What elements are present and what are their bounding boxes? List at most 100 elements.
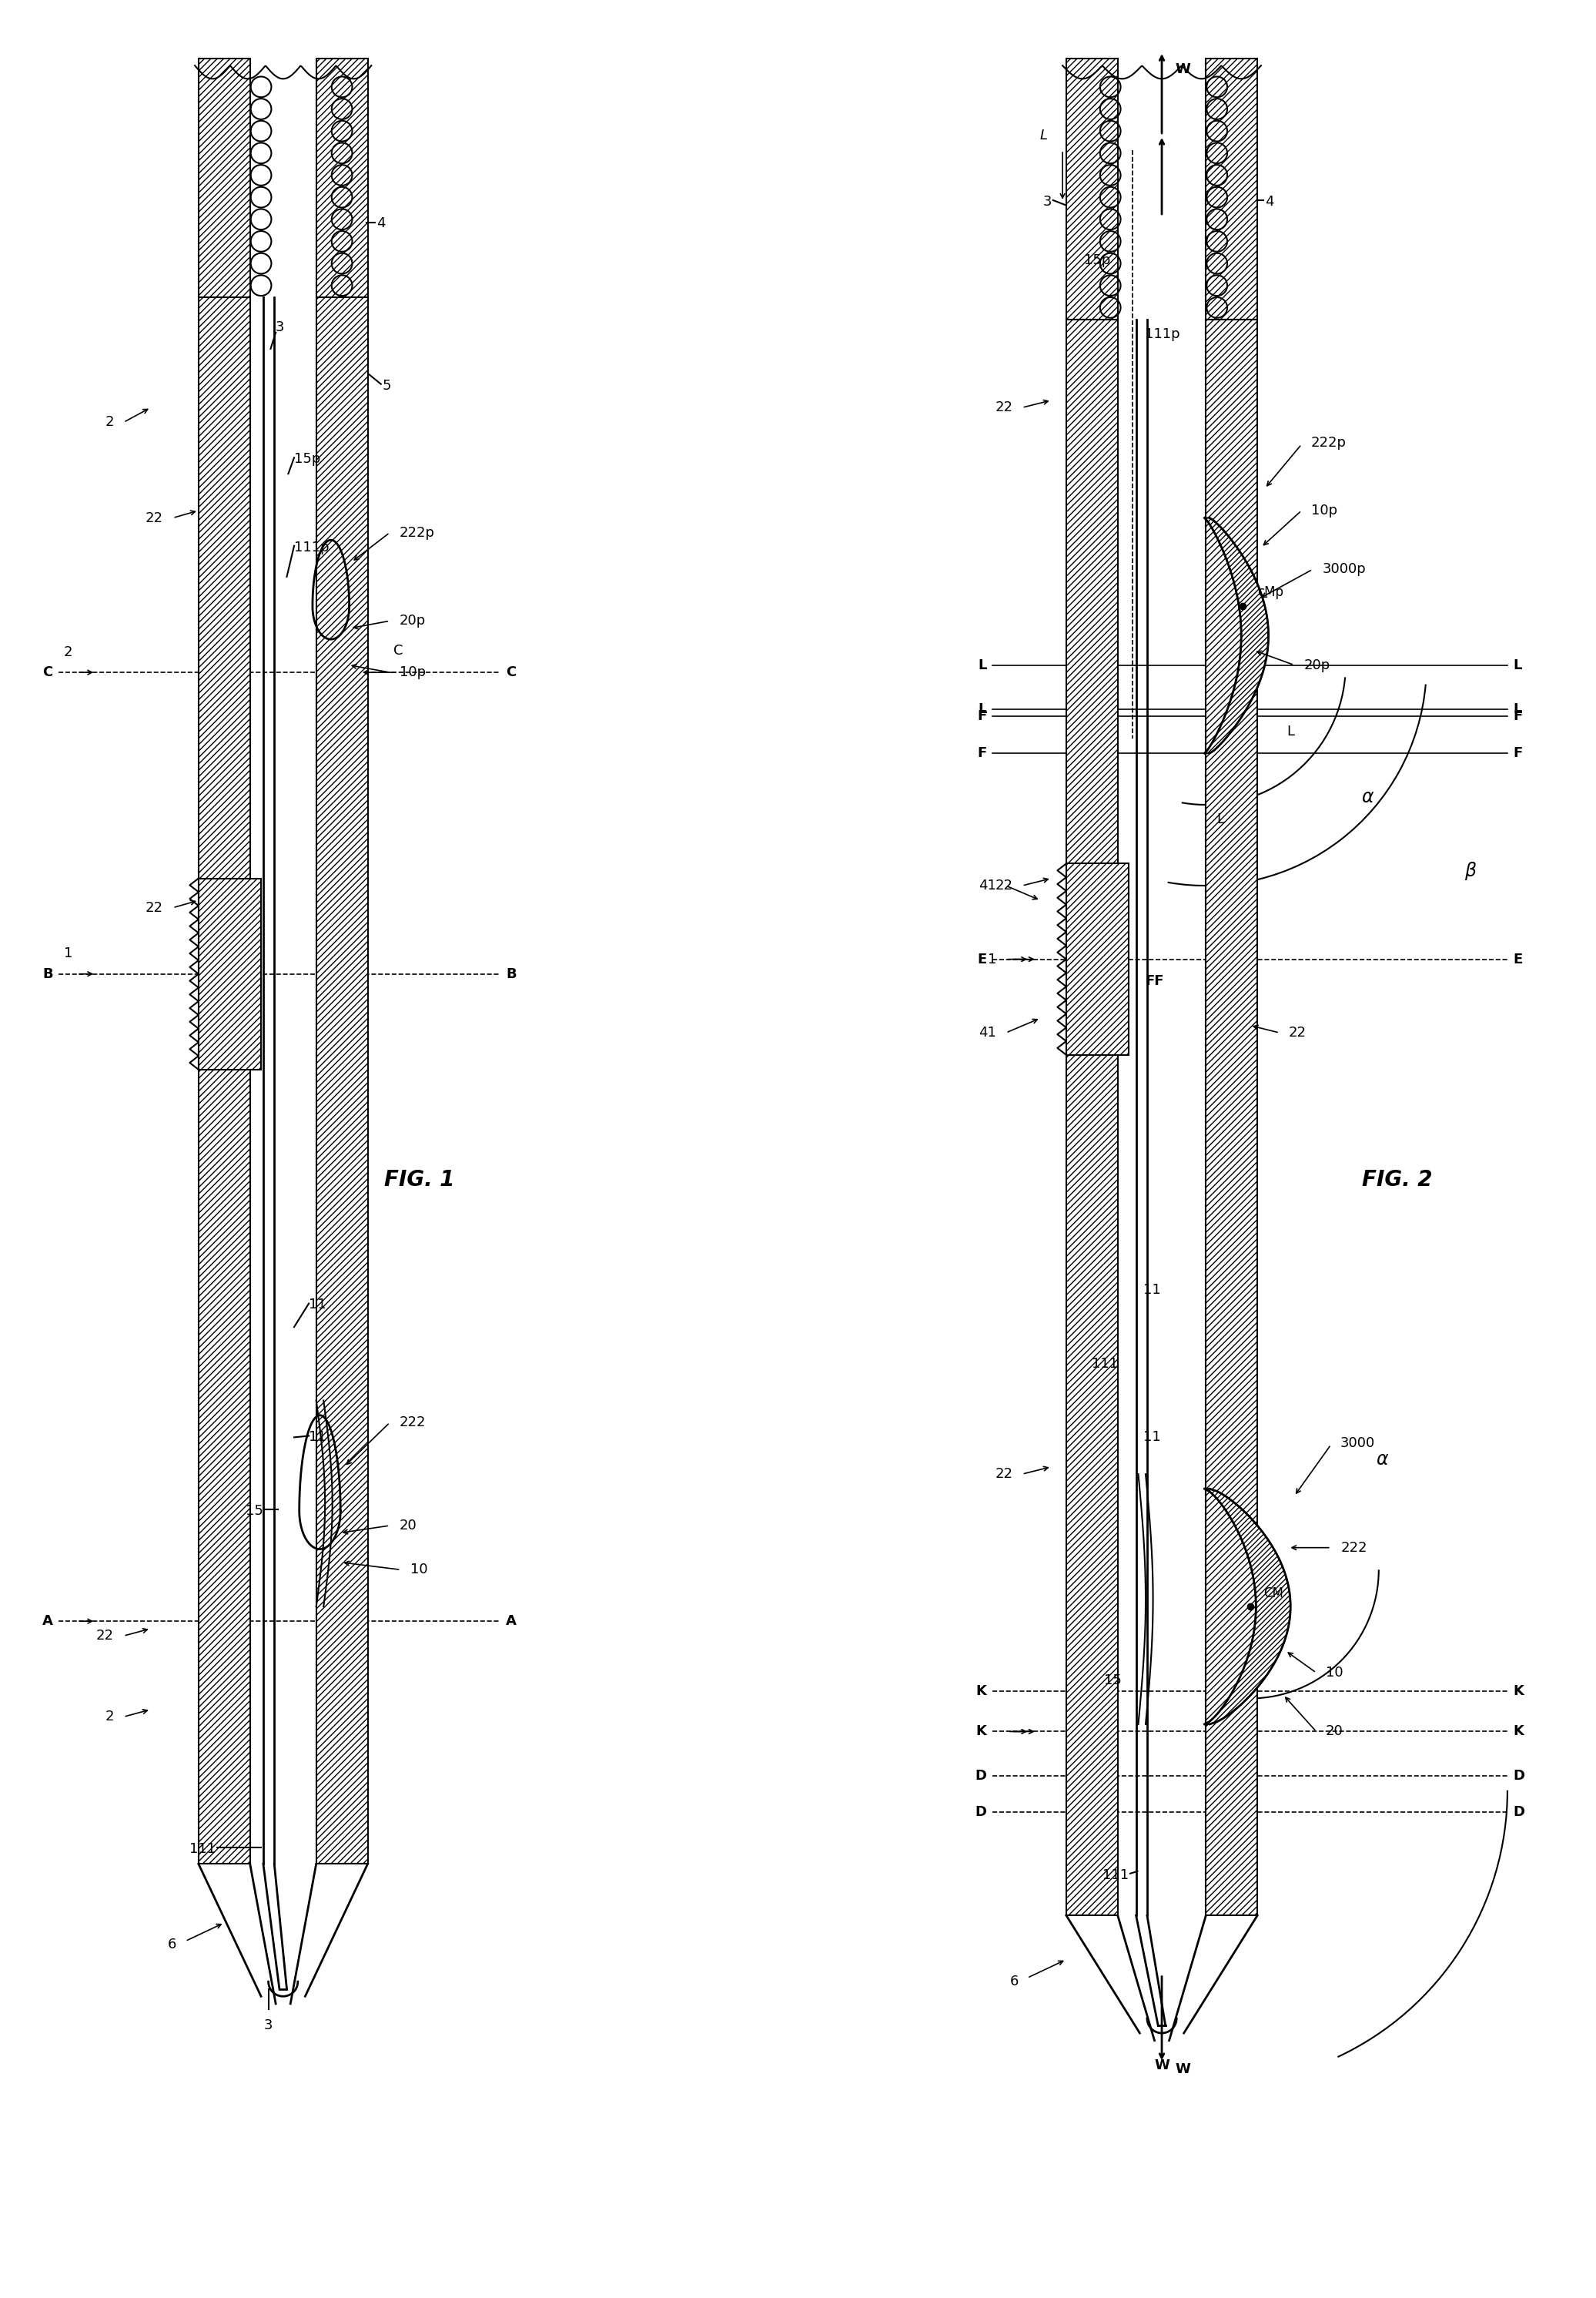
Text: A: A (41, 1613, 53, 1629)
Text: 15p: 15p (1084, 253, 1111, 267)
Text: 20: 20 (399, 1519, 417, 1533)
Text: 111p: 111p (294, 540, 329, 554)
Text: 22: 22 (96, 1629, 113, 1643)
Text: C: C (506, 666, 516, 680)
Text: 1: 1 (64, 947, 73, 961)
Text: 10: 10 (410, 1563, 428, 1576)
Text: 3000p: 3000p (1321, 563, 1366, 577)
Text: 3: 3 (263, 2018, 273, 2031)
Text: K: K (977, 1684, 986, 1698)
Text: CM: CM (1264, 1586, 1283, 1602)
Text: L: L (978, 703, 986, 717)
Text: 1: 1 (988, 951, 996, 965)
Text: K: K (977, 1724, 986, 1740)
Bar (198, 57, 251, 296)
Text: 41: 41 (978, 1025, 996, 1039)
Text: 6: 6 (168, 1937, 177, 1951)
Text: 10p: 10p (399, 666, 426, 680)
Polygon shape (1205, 517, 1269, 754)
Text: L: L (1513, 657, 1523, 671)
Bar (1207, 57, 1258, 319)
Text: $\alpha$: $\alpha$ (1361, 788, 1374, 807)
Bar (316, 296, 367, 1864)
Text: L: L (1513, 703, 1523, 717)
Text: 20: 20 (1326, 1724, 1344, 1740)
Text: E: E (977, 951, 986, 965)
Text: D: D (1513, 1769, 1524, 1783)
Text: 4: 4 (1264, 195, 1274, 209)
Text: 2: 2 (105, 1710, 113, 1724)
Text: F: F (977, 747, 986, 761)
Text: 222p: 222p (399, 526, 434, 540)
Bar (1207, 319, 1258, 1917)
Text: B: B (506, 967, 517, 981)
Text: 22: 22 (145, 510, 163, 524)
Text: 111: 111 (1092, 1356, 1117, 1370)
Bar (1066, 319, 1117, 1917)
Text: 3: 3 (1042, 195, 1052, 209)
Text: K: K (1513, 1684, 1524, 1698)
Text: L: L (1041, 129, 1049, 142)
Bar (198, 878, 262, 1069)
Text: 11: 11 (1143, 1282, 1160, 1296)
Text: 22: 22 (145, 901, 163, 915)
Text: L: L (978, 657, 986, 671)
Text: A: A (506, 1613, 517, 1629)
Text: C: C (393, 643, 404, 657)
Text: 3: 3 (276, 319, 284, 333)
Text: 6: 6 (1010, 1974, 1018, 1988)
Text: L: L (1216, 813, 1224, 827)
Text: 2: 2 (64, 646, 73, 660)
Text: E: E (1513, 951, 1523, 965)
Text: 20p: 20p (1304, 657, 1329, 671)
Text: 10: 10 (1326, 1666, 1344, 1680)
Text: cMp: cMp (1258, 586, 1283, 600)
Text: 222: 222 (1341, 1540, 1368, 1553)
Text: 11: 11 (1143, 1429, 1160, 1443)
Text: FIG. 2: FIG. 2 (1361, 1170, 1432, 1190)
Text: 5: 5 (383, 379, 391, 393)
Text: 22: 22 (996, 1466, 1013, 1480)
Text: W: W (1175, 2064, 1191, 2077)
Text: C: C (43, 666, 53, 680)
Text: B: B (43, 967, 53, 981)
Text: D: D (975, 1769, 986, 1783)
Text: $\beta$: $\beta$ (1465, 859, 1476, 882)
Text: 22: 22 (1288, 1025, 1306, 1039)
Text: $\alpha$: $\alpha$ (1376, 1450, 1389, 1468)
Text: 15: 15 (1104, 1673, 1122, 1687)
Text: 10p: 10p (1310, 503, 1337, 517)
Text: L: L (1286, 724, 1294, 738)
Text: D: D (1513, 1806, 1524, 1820)
Text: 11: 11 (310, 1429, 326, 1443)
Text: 20p: 20p (399, 614, 426, 627)
Text: 15p: 15p (294, 453, 321, 466)
Text: F: F (977, 710, 986, 724)
Text: 22: 22 (996, 878, 1013, 892)
Text: F: F (1513, 747, 1523, 761)
Text: 111: 111 (190, 1843, 215, 1857)
Text: 111: 111 (1103, 1868, 1128, 1882)
Text: 3000: 3000 (1341, 1436, 1376, 1450)
Text: 15: 15 (246, 1503, 263, 1517)
Polygon shape (1205, 1489, 1291, 1724)
Text: 41: 41 (978, 878, 996, 892)
Text: W: W (1175, 62, 1191, 76)
Text: 111p: 111p (1144, 326, 1179, 340)
Text: W: W (1154, 2059, 1170, 2073)
Text: 11: 11 (310, 1298, 326, 1312)
Text: FF: FF (1144, 974, 1163, 988)
Text: 22: 22 (996, 400, 1013, 414)
Text: FIG. 1: FIG. 1 (385, 1170, 455, 1190)
Text: 222: 222 (399, 1416, 426, 1429)
Text: F: F (1513, 710, 1523, 724)
Bar (1066, 864, 1128, 1055)
Bar (198, 296, 251, 1864)
Text: K: K (1513, 1724, 1524, 1740)
Bar (316, 57, 367, 296)
Text: 2: 2 (105, 416, 113, 430)
Text: 222p: 222p (1310, 437, 1347, 450)
Text: D: D (975, 1806, 986, 1820)
Text: 4: 4 (377, 216, 385, 230)
Bar (1066, 57, 1117, 319)
